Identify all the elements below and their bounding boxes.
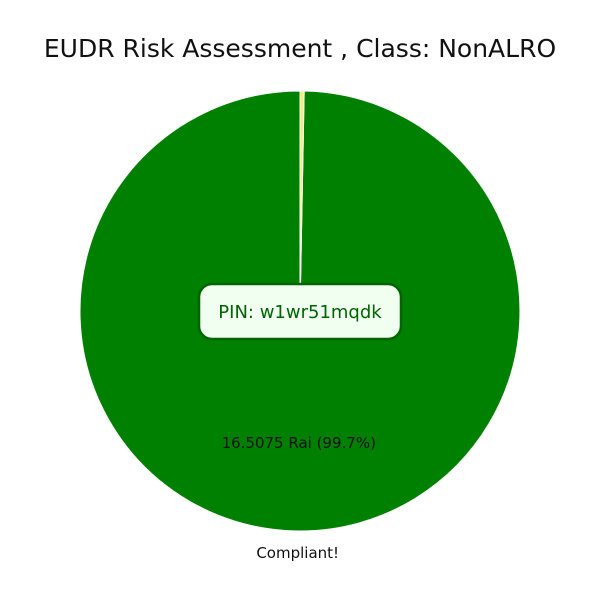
pin-badge: PIN: w1wr51mqdk bbox=[197, 282, 403, 341]
pie-slice-labels: 16.5075 Rai (99.7%) Compliant! bbox=[222, 434, 376, 562]
pie-slice-1 bbox=[299, 90, 305, 312]
slice-category-label-0: Compliant! bbox=[256, 544, 339, 562]
pin-badge-box bbox=[197, 282, 403, 341]
pin-badge-text: PIN: w1wr51mqdk bbox=[218, 302, 382, 323]
chart-title: EUDR Risk Assessment , Class: NonALRO bbox=[44, 34, 556, 63]
slice-value-label-0: 16.5075 Rai (99.7%) bbox=[222, 434, 376, 452]
